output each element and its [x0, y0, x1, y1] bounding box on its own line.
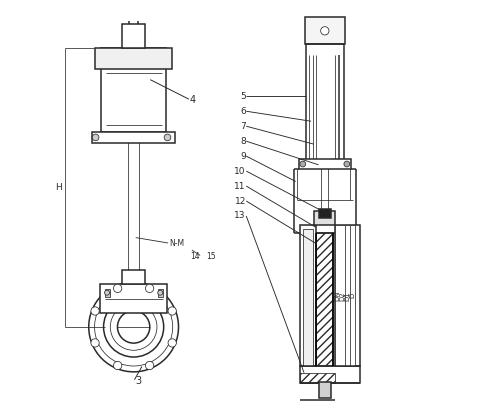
Circle shape [168, 339, 176, 347]
Bar [122, 270, 145, 284]
Text: 7: 7 [240, 122, 246, 131]
Circle shape [168, 307, 176, 315]
Bar [335, 225, 350, 367]
Text: DN: DN [334, 291, 340, 301]
Circle shape [300, 161, 306, 167]
Text: 8: 8 [240, 137, 246, 146]
Circle shape [88, 282, 178, 372]
Circle shape [158, 290, 162, 295]
Bar [298, 158, 351, 169]
Bar [100, 284, 167, 314]
Text: 6: 6 [240, 107, 246, 116]
Circle shape [164, 134, 171, 141]
Circle shape [114, 284, 122, 293]
Text: 15: 15 [206, 252, 216, 261]
Circle shape [118, 311, 150, 343]
Text: 11: 11 [234, 181, 246, 191]
Bar [92, 132, 175, 143]
Bar [305, 18, 344, 44]
Circle shape [92, 134, 99, 141]
Bar [158, 289, 162, 297]
Bar [335, 225, 355, 367]
Text: D1: D1 [344, 291, 350, 301]
Bar [95, 48, 172, 69]
Bar [102, 48, 166, 132]
Bar [316, 234, 333, 367]
Bar [318, 382, 331, 397]
Circle shape [91, 339, 99, 347]
Circle shape [91, 307, 99, 315]
Text: 3: 3 [136, 376, 142, 386]
Bar [335, 225, 360, 367]
Circle shape [104, 290, 110, 295]
Bar [122, 23, 145, 48]
Text: D: D [350, 293, 356, 299]
Text: 9: 9 [240, 152, 246, 161]
Circle shape [146, 284, 154, 293]
Circle shape [94, 288, 172, 366]
Text: 10: 10 [234, 167, 246, 176]
Circle shape [104, 297, 164, 357]
Bar [300, 225, 316, 367]
Text: 14: 14 [190, 252, 200, 261]
Bar [300, 373, 335, 383]
Text: 12: 12 [234, 196, 246, 206]
Bar [314, 211, 335, 225]
Bar [104, 289, 110, 297]
Circle shape [344, 161, 350, 167]
Text: 4: 4 [190, 95, 196, 106]
Text: D2: D2 [340, 291, 345, 301]
Circle shape [110, 304, 157, 350]
Bar [319, 208, 330, 218]
Text: N-M: N-M [169, 239, 184, 249]
Bar [335, 225, 345, 367]
Text: 5: 5 [240, 92, 246, 101]
Circle shape [146, 362, 154, 370]
Circle shape [320, 27, 329, 35]
Circle shape [114, 362, 122, 370]
Text: H: H [56, 183, 62, 192]
Bar [300, 367, 360, 383]
Text: 13: 13 [234, 211, 246, 221]
Bar [303, 229, 313, 367]
